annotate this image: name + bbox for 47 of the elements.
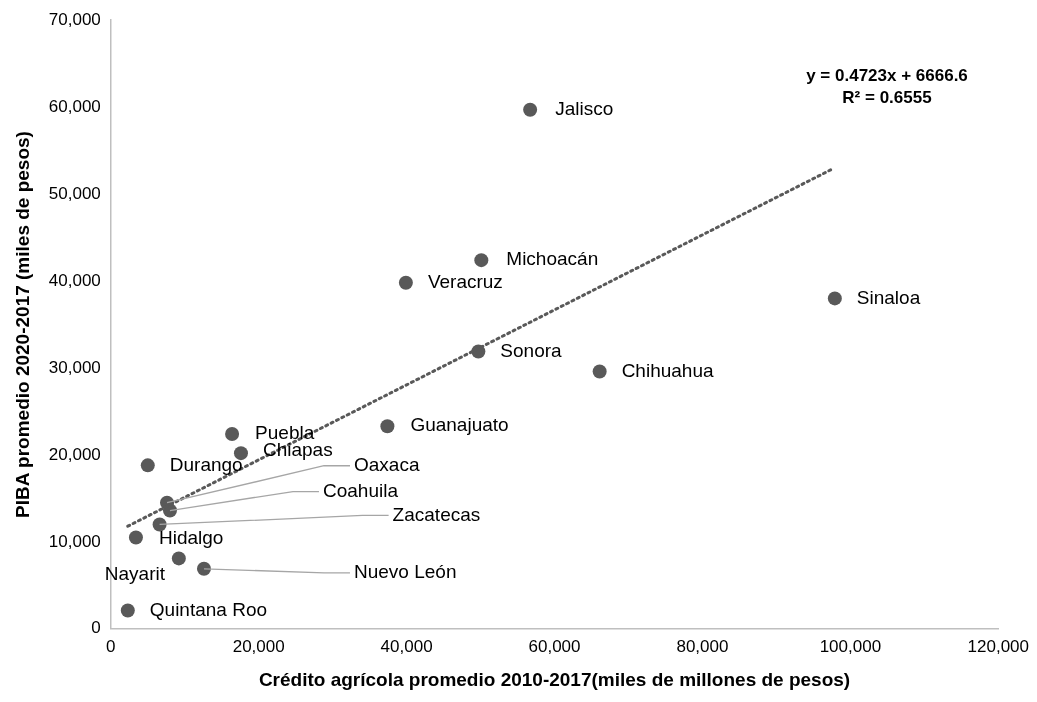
annotation: Zacatecas xyxy=(392,503,481,525)
annotation: Nayarit xyxy=(104,562,166,584)
point xyxy=(523,102,538,117)
annotation: Coahuila xyxy=(322,479,399,501)
annotation: Hidalgo xyxy=(158,526,224,548)
y-tick-label: 40,000 xyxy=(48,270,101,290)
y-tick-label: 20,000 xyxy=(48,444,101,464)
annotation: Jalisco xyxy=(555,97,614,119)
point xyxy=(152,517,167,532)
y-tick-label: 70,000 xyxy=(48,9,101,29)
annotation: Quintana Roo xyxy=(149,598,268,620)
annotation: Chihuahua xyxy=(621,359,714,381)
annotation: Puebla xyxy=(255,422,315,444)
point xyxy=(196,561,211,576)
x-tick-label: 80,000 xyxy=(676,636,729,656)
x-tick-label: 40,000 xyxy=(380,636,433,656)
x-axis-title: Crédito agrícola promedio 2010-2017(miles de millones de pesos) xyxy=(258,668,851,690)
y-tick-label: 10,000 xyxy=(48,531,101,551)
point xyxy=(128,530,143,545)
point xyxy=(398,275,413,290)
point xyxy=(140,458,155,473)
point xyxy=(474,253,489,268)
x-tick-label: 120,000 xyxy=(967,636,1029,656)
y-tick-label: 50,000 xyxy=(48,183,101,203)
annotation: Sonora xyxy=(500,339,563,361)
point xyxy=(592,364,607,379)
point xyxy=(120,603,135,618)
y-tick-label: 60,000 xyxy=(48,96,101,116)
annotation: y = 0.4723x + 6666.6 R² = 0.6555 xyxy=(806,65,968,107)
x-tick-label: 0 xyxy=(106,636,116,656)
annotation: Guanajuato xyxy=(410,414,509,436)
annotation: Nuevo León xyxy=(353,561,457,583)
annotation: Michoacán xyxy=(506,248,599,270)
x-tick-label: 20,000 xyxy=(232,636,285,656)
point xyxy=(225,427,240,442)
point xyxy=(171,551,186,566)
annotation: Durango xyxy=(169,453,243,475)
point xyxy=(827,291,842,306)
y-axis-title: PIBA promedio 2020-2017 (miles de pesos) xyxy=(11,131,33,518)
y-tick-label: 30,000 xyxy=(48,357,101,377)
annotation: Sinaloa xyxy=(856,286,921,308)
y-tick-label: 0 xyxy=(91,618,101,638)
annotation: Veracruz xyxy=(427,271,503,292)
annotation: Oaxaca xyxy=(354,453,420,475)
x-tick-label: 100,000 xyxy=(819,636,882,656)
point xyxy=(380,419,395,434)
x-tick-label: 60,000 xyxy=(528,636,581,656)
